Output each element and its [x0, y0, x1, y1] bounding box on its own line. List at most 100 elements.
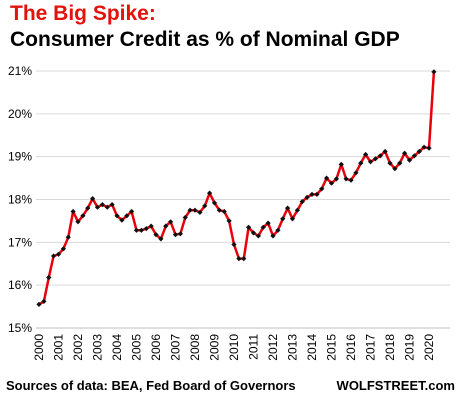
data-point — [114, 213, 120, 219]
data-point — [226, 218, 232, 224]
data-point — [392, 166, 398, 172]
data-point — [406, 157, 413, 163]
data-point — [314, 191, 320, 197]
data-point — [382, 148, 388, 155]
series-line-group — [38, 71, 436, 306]
data-point — [304, 194, 310, 200]
data-point — [328, 180, 335, 186]
data-point — [402, 150, 408, 156]
data-point — [172, 232, 179, 238]
y-tick-label: 19% — [8, 150, 32, 164]
data-point — [363, 151, 369, 158]
x-tick-label: 2002 — [71, 334, 85, 361]
data-point — [221, 208, 227, 215]
data-point — [207, 190, 213, 196]
data-point — [367, 159, 374, 165]
series-line — [38, 71, 436, 306]
x-tick-label: 2009 — [208, 334, 222, 361]
data-point — [426, 145, 432, 151]
data-point — [231, 241, 237, 248]
y-tick-label: 18% — [8, 193, 32, 207]
y-tick-label: 16% — [8, 278, 32, 292]
data-point — [275, 227, 281, 233]
x-tick-label: 2005 — [130, 334, 144, 361]
data-point — [119, 217, 125, 223]
data-point — [241, 256, 247, 262]
x-tick-label: 2016 — [344, 334, 358, 361]
data-point — [143, 226, 149, 232]
data-point — [309, 191, 315, 197]
data-point — [187, 207, 193, 213]
data-point — [416, 148, 422, 155]
x-tick-label: 2008 — [188, 334, 202, 361]
data-point — [377, 153, 383, 159]
y-tick-label: 17% — [8, 235, 32, 249]
data-point — [421, 144, 427, 150]
data-point — [294, 207, 300, 213]
data-point — [250, 230, 257, 236]
data-point — [285, 205, 291, 211]
data-point — [85, 205, 91, 211]
x-tick-label: 2018 — [383, 334, 397, 361]
data-point — [65, 234, 71, 240]
data-point — [94, 204, 101, 210]
data-point — [358, 160, 364, 166]
gridlines — [36, 70, 450, 329]
x-tick-label: 2010 — [227, 334, 241, 361]
data-point — [397, 160, 403, 166]
data-point — [431, 69, 437, 75]
x-tick-label: 2007 — [169, 334, 183, 361]
data-point — [319, 186, 325, 192]
brand-logo-text: WOLFSTREET.com — [336, 378, 455, 393]
data-point — [168, 219, 174, 225]
data-point — [211, 200, 218, 206]
data-point — [333, 176, 339, 182]
data-point — [75, 219, 81, 225]
data-point — [192, 207, 198, 213]
x-tick-label: 2014 — [305, 334, 319, 361]
x-tick-label: 2013 — [286, 334, 300, 361]
data-point — [124, 213, 130, 219]
data-point — [343, 176, 349, 182]
data-point — [70, 208, 76, 215]
data-point — [197, 209, 203, 215]
data-point — [338, 161, 344, 167]
x-tick-label: 2020 — [422, 334, 436, 361]
data-point — [411, 153, 417, 159]
data-point — [324, 175, 330, 181]
x-tick-label: 2012 — [266, 334, 280, 361]
data-point — [299, 199, 305, 205]
data-point — [182, 214, 188, 221]
chart-subtitle: Consumer Credit as % of Nominal GDP — [10, 28, 400, 51]
x-tick-label: 2004 — [110, 334, 124, 361]
data-point — [270, 233, 276, 239]
x-tick-label: 2015 — [325, 334, 339, 361]
x-tick-label: 2006 — [149, 334, 163, 361]
data-point — [148, 223, 154, 229]
x-tick-label: 2000 — [32, 334, 46, 361]
x-tick-label: 2019 — [403, 334, 417, 361]
data-point — [158, 236, 164, 242]
data-point — [246, 224, 252, 230]
data-point — [133, 227, 140, 233]
data-point — [280, 216, 286, 222]
data-point — [138, 227, 144, 233]
data-point — [216, 207, 222, 213]
data-point — [163, 223, 169, 229]
x-tick-label: 2017 — [364, 334, 378, 361]
data-point — [41, 298, 47, 304]
data-point — [99, 202, 105, 208]
data-point — [46, 274, 52, 281]
chart-title: The Big Spike: — [10, 2, 156, 25]
data-point — [372, 156, 378, 162]
x-tick-label: 2001 — [52, 334, 66, 361]
data-point — [348, 177, 354, 183]
y-tick-label: 21% — [8, 64, 32, 78]
y-tick-label: 15% — [8, 321, 32, 335]
data-point — [36, 301, 42, 307]
data-point — [289, 216, 296, 222]
data-point — [153, 232, 159, 238]
data-point — [60, 246, 66, 252]
data-point — [387, 160, 393, 166]
data-point — [129, 208, 135, 215]
